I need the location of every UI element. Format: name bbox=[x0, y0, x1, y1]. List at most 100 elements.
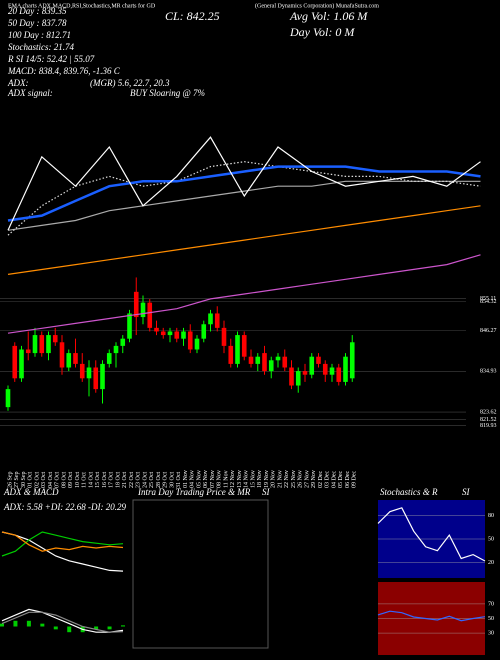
x-tick-label: 30 Oct bbox=[169, 472, 175, 488]
candle-body bbox=[255, 356, 261, 364]
candle-body bbox=[208, 313, 213, 325]
x-tick-label: 11 Nov bbox=[223, 470, 229, 488]
x-tick-label: 20 Nov bbox=[271, 470, 277, 488]
x-tick-label: 08 Oct bbox=[61, 472, 67, 488]
intraday-title-end: SI bbox=[262, 487, 271, 497]
x-tick-label: 08 Nov bbox=[217, 470, 223, 488]
candle-body bbox=[336, 367, 342, 382]
candle-body bbox=[19, 349, 24, 379]
series-line bbox=[1, 611, 124, 633]
avg-vol: Avg Vol: 1.06 M bbox=[289, 9, 368, 23]
x-tick-label: 23 Oct bbox=[136, 472, 142, 488]
x-tick-label: 09 Oct bbox=[68, 472, 74, 488]
x-tick-label: 04 Nov bbox=[190, 470, 196, 488]
candle-body bbox=[73, 353, 78, 364]
candle-body bbox=[174, 331, 180, 339]
histogram-bar bbox=[13, 620, 18, 627]
candle-body bbox=[120, 338, 126, 346]
adx-value: (MGR) 5.6, 22.7, 20.3 bbox=[90, 78, 170, 88]
x-tick-label: 22 Oct bbox=[129, 472, 135, 488]
candle-body bbox=[46, 335, 51, 354]
adx-label: ADX: bbox=[7, 78, 29, 88]
candle-body bbox=[241, 335, 247, 357]
x-tick-label: 15 Nov bbox=[250, 470, 256, 488]
candle-body bbox=[113, 345, 119, 354]
candle-body bbox=[268, 360, 274, 372]
x-tick-label: 03 Dec bbox=[325, 471, 331, 488]
series-line bbox=[7, 254, 481, 334]
candle-body bbox=[133, 291, 139, 318]
x-tick-label: 10 Oct bbox=[75, 472, 81, 488]
panel-subtitle: ADX: 5.58 +DI: 22.68 -DI: 20.29 bbox=[3, 502, 127, 512]
candle-body bbox=[39, 335, 45, 354]
x-tick-label: 07 Nov bbox=[210, 470, 216, 488]
y-tick-label: 834.93 bbox=[480, 369, 497, 375]
candle-body bbox=[228, 345, 234, 364]
candle-body bbox=[302, 371, 308, 375]
candle-body bbox=[343, 356, 348, 382]
y-tick-label: 20 bbox=[488, 560, 494, 566]
histogram-bar bbox=[107, 626, 112, 630]
candle-body bbox=[201, 324, 207, 339]
candle-body bbox=[221, 327, 227, 346]
x-tick-label: 31 Oct bbox=[176, 472, 182, 488]
series-line bbox=[377, 610, 486, 622]
x-tick-label: 19 Nov bbox=[264, 470, 270, 488]
candle-body bbox=[86, 367, 92, 379]
header-right: (General Dynamics Corporation) MunafaSut… bbox=[255, 2, 379, 9]
x-tick-label: 18 Nov bbox=[257, 470, 263, 488]
y-tick-label: 50 bbox=[488, 616, 494, 622]
candle-body bbox=[282, 356, 288, 368]
indicator: 20 Day : 839.35 bbox=[8, 6, 67, 16]
day-vol: Day Vol: 0 M bbox=[289, 25, 355, 39]
histogram-bar bbox=[40, 623, 45, 627]
adx-signal: BUY Sloaring @ 7% bbox=[130, 88, 205, 98]
close-price: CL: 842.25 bbox=[165, 9, 220, 23]
x-tick-label: 03 Oct bbox=[41, 472, 47, 488]
y-tick-label: 819.93 bbox=[480, 423, 497, 429]
indicator: 50 Day : 837.78 bbox=[8, 18, 67, 28]
panel-title: Stochastics & R bbox=[380, 487, 438, 497]
series-line bbox=[1, 531, 124, 552]
series-line bbox=[1, 531, 124, 557]
candle-body bbox=[160, 331, 166, 336]
series-line bbox=[7, 180, 481, 231]
histogram-bar bbox=[26, 620, 31, 627]
candle-body bbox=[59, 342, 65, 368]
candle-body bbox=[106, 353, 112, 364]
x-tick-label: 25 Oct bbox=[149, 472, 155, 488]
header-left: EMA charts ADX,MACD,RSI,Stochastics,MR c… bbox=[8, 2, 156, 9]
x-tick-label: 29 Nov bbox=[311, 470, 317, 488]
x-tick-label: 25 Nov bbox=[291, 470, 297, 488]
series-line bbox=[7, 161, 481, 236]
x-tick-label: 11 Oct bbox=[82, 472, 88, 488]
x-tick-label: 05 Dec bbox=[338, 471, 344, 488]
candle-body bbox=[181, 331, 186, 339]
candle-body bbox=[349, 342, 355, 379]
candle-body bbox=[187, 331, 193, 350]
x-tick-label: 22 Nov bbox=[284, 470, 290, 488]
candle-body bbox=[25, 349, 31, 354]
candle-body bbox=[322, 363, 328, 375]
series-line bbox=[7, 165, 481, 222]
x-tick-label: 16 Oct bbox=[102, 472, 108, 488]
candle-body bbox=[154, 327, 159, 332]
indicator: 100 Day : 812.71 bbox=[8, 30, 71, 40]
x-tick-label: 04 Oct bbox=[48, 472, 54, 488]
x-tick-label: 06 Dec bbox=[345, 471, 351, 488]
x-tick-label: 01 Nov bbox=[183, 470, 189, 488]
candle-body bbox=[235, 335, 240, 364]
panel-title-end: SI bbox=[462, 487, 471, 497]
candle-body bbox=[309, 356, 315, 375]
x-tick-label: 21 Oct bbox=[122, 472, 128, 488]
x-tick-label: 15 Oct bbox=[95, 472, 101, 488]
y-tick-label: 30 bbox=[488, 630, 494, 636]
candle-body bbox=[52, 335, 58, 343]
series-line bbox=[377, 507, 486, 562]
series-line bbox=[1, 608, 124, 633]
candle-body bbox=[167, 331, 173, 336]
x-tick-label: 02 Dec bbox=[318, 471, 324, 488]
x-tick-label: 29 Oct bbox=[163, 472, 169, 488]
x-tick-label: 24 Oct bbox=[142, 472, 148, 488]
